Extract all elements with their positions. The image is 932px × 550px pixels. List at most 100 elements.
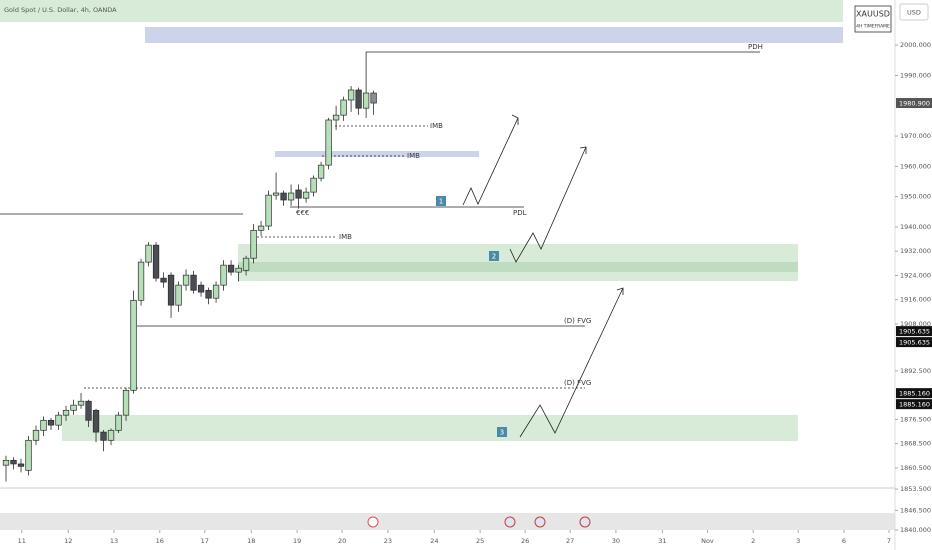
candle-body [332,114,340,121]
candle-body [17,463,25,467]
candle-body [220,264,227,286]
x-tick-label: 6 [842,537,846,545]
candle-body [280,192,287,201]
candle-body [137,261,145,301]
y-tick-label: 1960.000 [900,162,931,170]
candle-body [77,400,85,406]
candle-body [302,191,310,199]
arrow-path [519,287,624,438]
candle-body [235,267,242,273]
candle-body [250,229,257,259]
candle-body [310,177,317,193]
symbol-info: Gold Spot / U.S. Dollar, 4h, OANDA [4,6,117,14]
badge-timeframe: 4H TIMEFRAME [856,24,890,30]
symbol-badge [854,5,892,33]
price-badge [896,326,932,337]
y-tick-label: 1860.500 [900,464,931,472]
candle-body [160,277,167,283]
candle-body [32,429,40,441]
candle-body [107,429,115,441]
candle-body [242,257,250,271]
candle-body [317,164,325,179]
annotation: 2 [492,253,496,261]
price-badge-label: 1905.635 [899,339,930,347]
annotation: (D) FVG [564,379,591,387]
price-badge-label: 1905.635 [899,328,930,336]
annotation: 3 [500,429,504,437]
candle-body [130,299,137,391]
y-tick-label: 1876.500 [900,415,931,423]
candle-body [70,404,77,411]
candle-body [197,284,205,293]
events-strip [0,513,895,530]
candle-body [212,284,220,299]
x-tick-label: 13 [110,537,118,545]
y-tick-label: 1950.000 [900,193,931,201]
arrow-head [511,114,519,125]
candle-body [355,89,362,109]
y-tick-label: 2000.000 [900,41,931,49]
price-badge-label: 1885.160 [899,401,930,409]
candle-body [370,92,377,104]
price-badge [896,399,932,410]
candle-body [287,192,295,201]
y-tick-label: 1840.000 [900,526,931,534]
y-tick-label: 1932.000 [900,247,931,255]
candle-body [167,274,175,306]
annotation: IMB [430,122,443,130]
candle-body [227,264,235,273]
zone-top [0,0,843,22]
candle-body [325,119,332,166]
candle-body [272,192,280,196]
x-tick-label: 3 [796,537,800,545]
y-tick-label: 1916.000 [900,296,931,304]
zone-3 [62,415,798,441]
x-tick-label: 30 [612,537,620,545]
imb-zone [275,151,479,157]
x-tick-label: 19 [293,537,301,545]
number-box [489,251,499,261]
candle-body [25,439,32,471]
annotation: IMB [407,152,420,160]
y-tick-label: 1940.000 [900,223,931,231]
candle-body [92,409,100,433]
number-box [436,196,446,206]
x-tick-label: 27 [566,537,574,545]
annotation: 1 [439,198,443,206]
x-tick-label: 17 [201,537,209,545]
candle-body [175,284,182,306]
x-tick-label: 18 [247,537,255,545]
candle-body [115,414,122,431]
candle-body [362,92,370,109]
annotation: PDL [513,209,527,217]
x-tick-label: Nov [701,537,714,545]
candle-body [47,419,55,426]
x-tick-label: 11 [18,537,26,545]
arrow-path [509,146,587,263]
candle-body [257,225,265,231]
event-icons [367,516,591,528]
annotation: PDH [748,43,763,51]
y-tick-label: 1868.500 [900,440,931,448]
x-tick-label: 7 [887,537,891,545]
candle-body [145,244,152,263]
candle-body [122,389,130,416]
candle-body [85,400,92,421]
arrow-path [462,117,519,206]
number-box [497,427,507,437]
currency-button[interactable] [899,3,929,21]
candle-body [295,189,302,199]
currency[interactable]: USD [907,9,921,17]
event-icon[interactable] [504,516,516,528]
x-tick-label: 23 [384,537,392,545]
zone-blue [145,27,843,43]
y-tick-label: 1846.500 [900,506,931,514]
candle-body [55,414,62,426]
annotation: IMB [339,233,352,241]
event-icon[interactable] [579,516,591,528]
event-icon[interactable] [534,516,546,528]
price-badge [896,98,932,109]
annotation: €€€ [296,209,309,217]
event-icon[interactable] [367,516,379,528]
